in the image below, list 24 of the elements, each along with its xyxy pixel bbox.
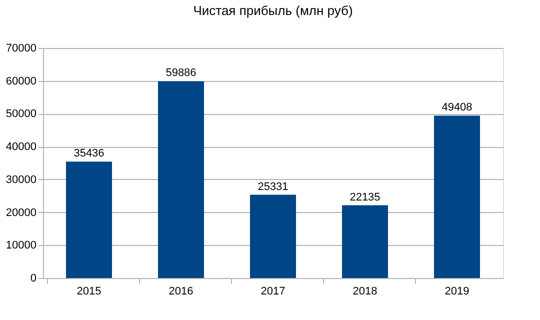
x-tick-label: 2016 [168,286,194,298]
y-tick-label: 20000 [6,206,36,219]
y-tick-label: 50000 [6,108,36,120]
data-label: 49408 [442,102,472,114]
y-tick-label: 70000 [6,42,36,54]
y-tick-label: 0 [30,272,36,284]
chart-title: Чистая прибыль (млн руб) [193,3,353,18]
bar [342,205,388,278]
data-label: 59886 [166,67,196,80]
y-tick-label: 10000 [6,240,36,252]
bar [66,162,112,278]
y-tick-label: 60000 [6,75,36,88]
y-tick-label: 30000 [6,174,36,186]
data-label: 25331 [258,180,288,193]
data-label: 35436 [74,148,104,160]
x-tick-label: 2017 [260,286,286,298]
data-label: 22135 [350,191,380,204]
bar [250,194,296,278]
x-tick-label: 2019 [444,286,470,298]
y-tick-label: 40000 [6,141,36,154]
bar [158,81,204,278]
x-tick-label: 2018 [352,286,378,298]
bar [434,116,480,278]
x-tick-label: 2015 [76,286,102,298]
